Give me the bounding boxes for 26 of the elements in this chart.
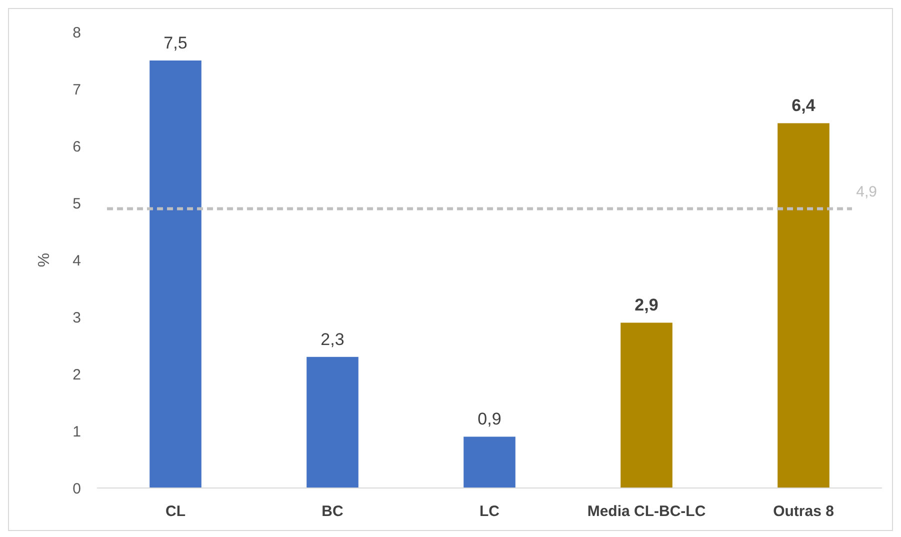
bar	[778, 123, 830, 488]
x-tick-label: CL	[166, 503, 186, 520]
x-tick-label: Media CL-BC-LC	[587, 503, 706, 520]
y-tick-label: 4	[72, 252, 81, 270]
y-tick-label: 5	[72, 195, 81, 212]
bar	[620, 322, 672, 488]
data-label: 2,3	[320, 330, 344, 349]
y-tick-label: 6	[72, 138, 81, 156]
bar	[150, 60, 202, 488]
y-tick-label: 3	[72, 309, 81, 326]
ref-line-label: 4,9	[856, 184, 877, 201]
data-label: 7,5	[164, 34, 188, 52]
y-tick-label: 0	[72, 480, 81, 498]
y-tick-label: 7	[72, 81, 81, 98]
data-label: 2,9	[634, 296, 658, 315]
x-tick-label: Outras 8	[773, 503, 834, 520]
x-tick-label: BC	[322, 503, 344, 520]
bar	[306, 356, 358, 488]
y-axis-title: %	[36, 252, 53, 268]
bar	[464, 436, 516, 488]
y-tick-label: 8	[72, 24, 81, 42]
y-tick-label: 1	[72, 423, 81, 440]
x-tick-label: LC	[480, 503, 500, 520]
y-tick-label: 2	[72, 366, 81, 384]
data-label: 0,9	[478, 410, 502, 429]
data-label: 6,4	[792, 96, 816, 116]
